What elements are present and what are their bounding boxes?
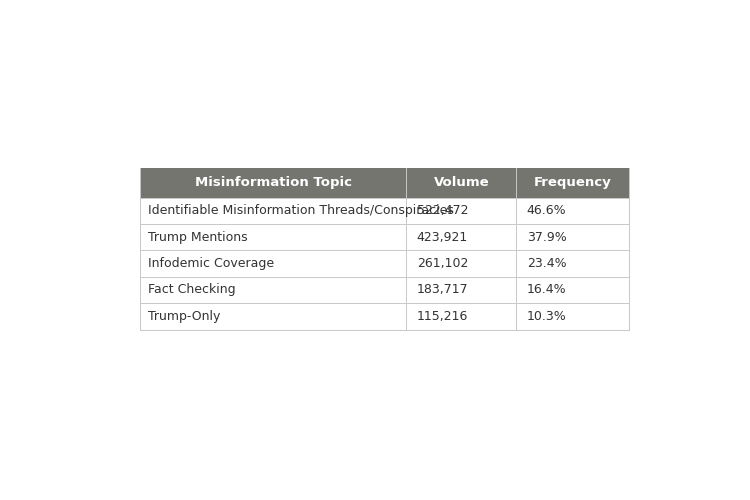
Text: 37.9%: 37.9% (526, 231, 566, 244)
Text: 522,472: 522,472 (417, 204, 468, 218)
Text: Fact Checking: Fact Checking (148, 284, 236, 296)
Text: Identifiable Misinformation Threads/Conspiracies: Identifiable Misinformation Threads/Cons… (148, 204, 454, 218)
Bar (140, 250, 628, 277)
Bar (140, 303, 628, 330)
Bar (140, 224, 628, 250)
Text: 183,717: 183,717 (417, 284, 469, 296)
Text: 10.3%: 10.3% (526, 310, 566, 323)
Text: 115,216: 115,216 (417, 310, 468, 323)
Text: Misinformation Topic: Misinformation Topic (195, 176, 352, 190)
Bar (140, 277, 628, 303)
Bar (140, 198, 628, 224)
Text: Volume: Volume (433, 176, 489, 190)
Text: Infodemic Coverage: Infodemic Coverage (148, 257, 274, 270)
Text: 46.6%: 46.6% (526, 204, 566, 218)
Text: 16.4%: 16.4% (526, 284, 566, 296)
Text: Trump-Only: Trump-Only (148, 310, 220, 323)
Text: Frequency: Frequency (533, 176, 611, 190)
Text: 423,921: 423,921 (417, 231, 468, 244)
Text: Trump Mentions: Trump Mentions (148, 231, 248, 244)
Text: 23.4%: 23.4% (526, 257, 566, 270)
Text: 261,102: 261,102 (417, 257, 468, 270)
Bar (140, 168, 628, 198)
